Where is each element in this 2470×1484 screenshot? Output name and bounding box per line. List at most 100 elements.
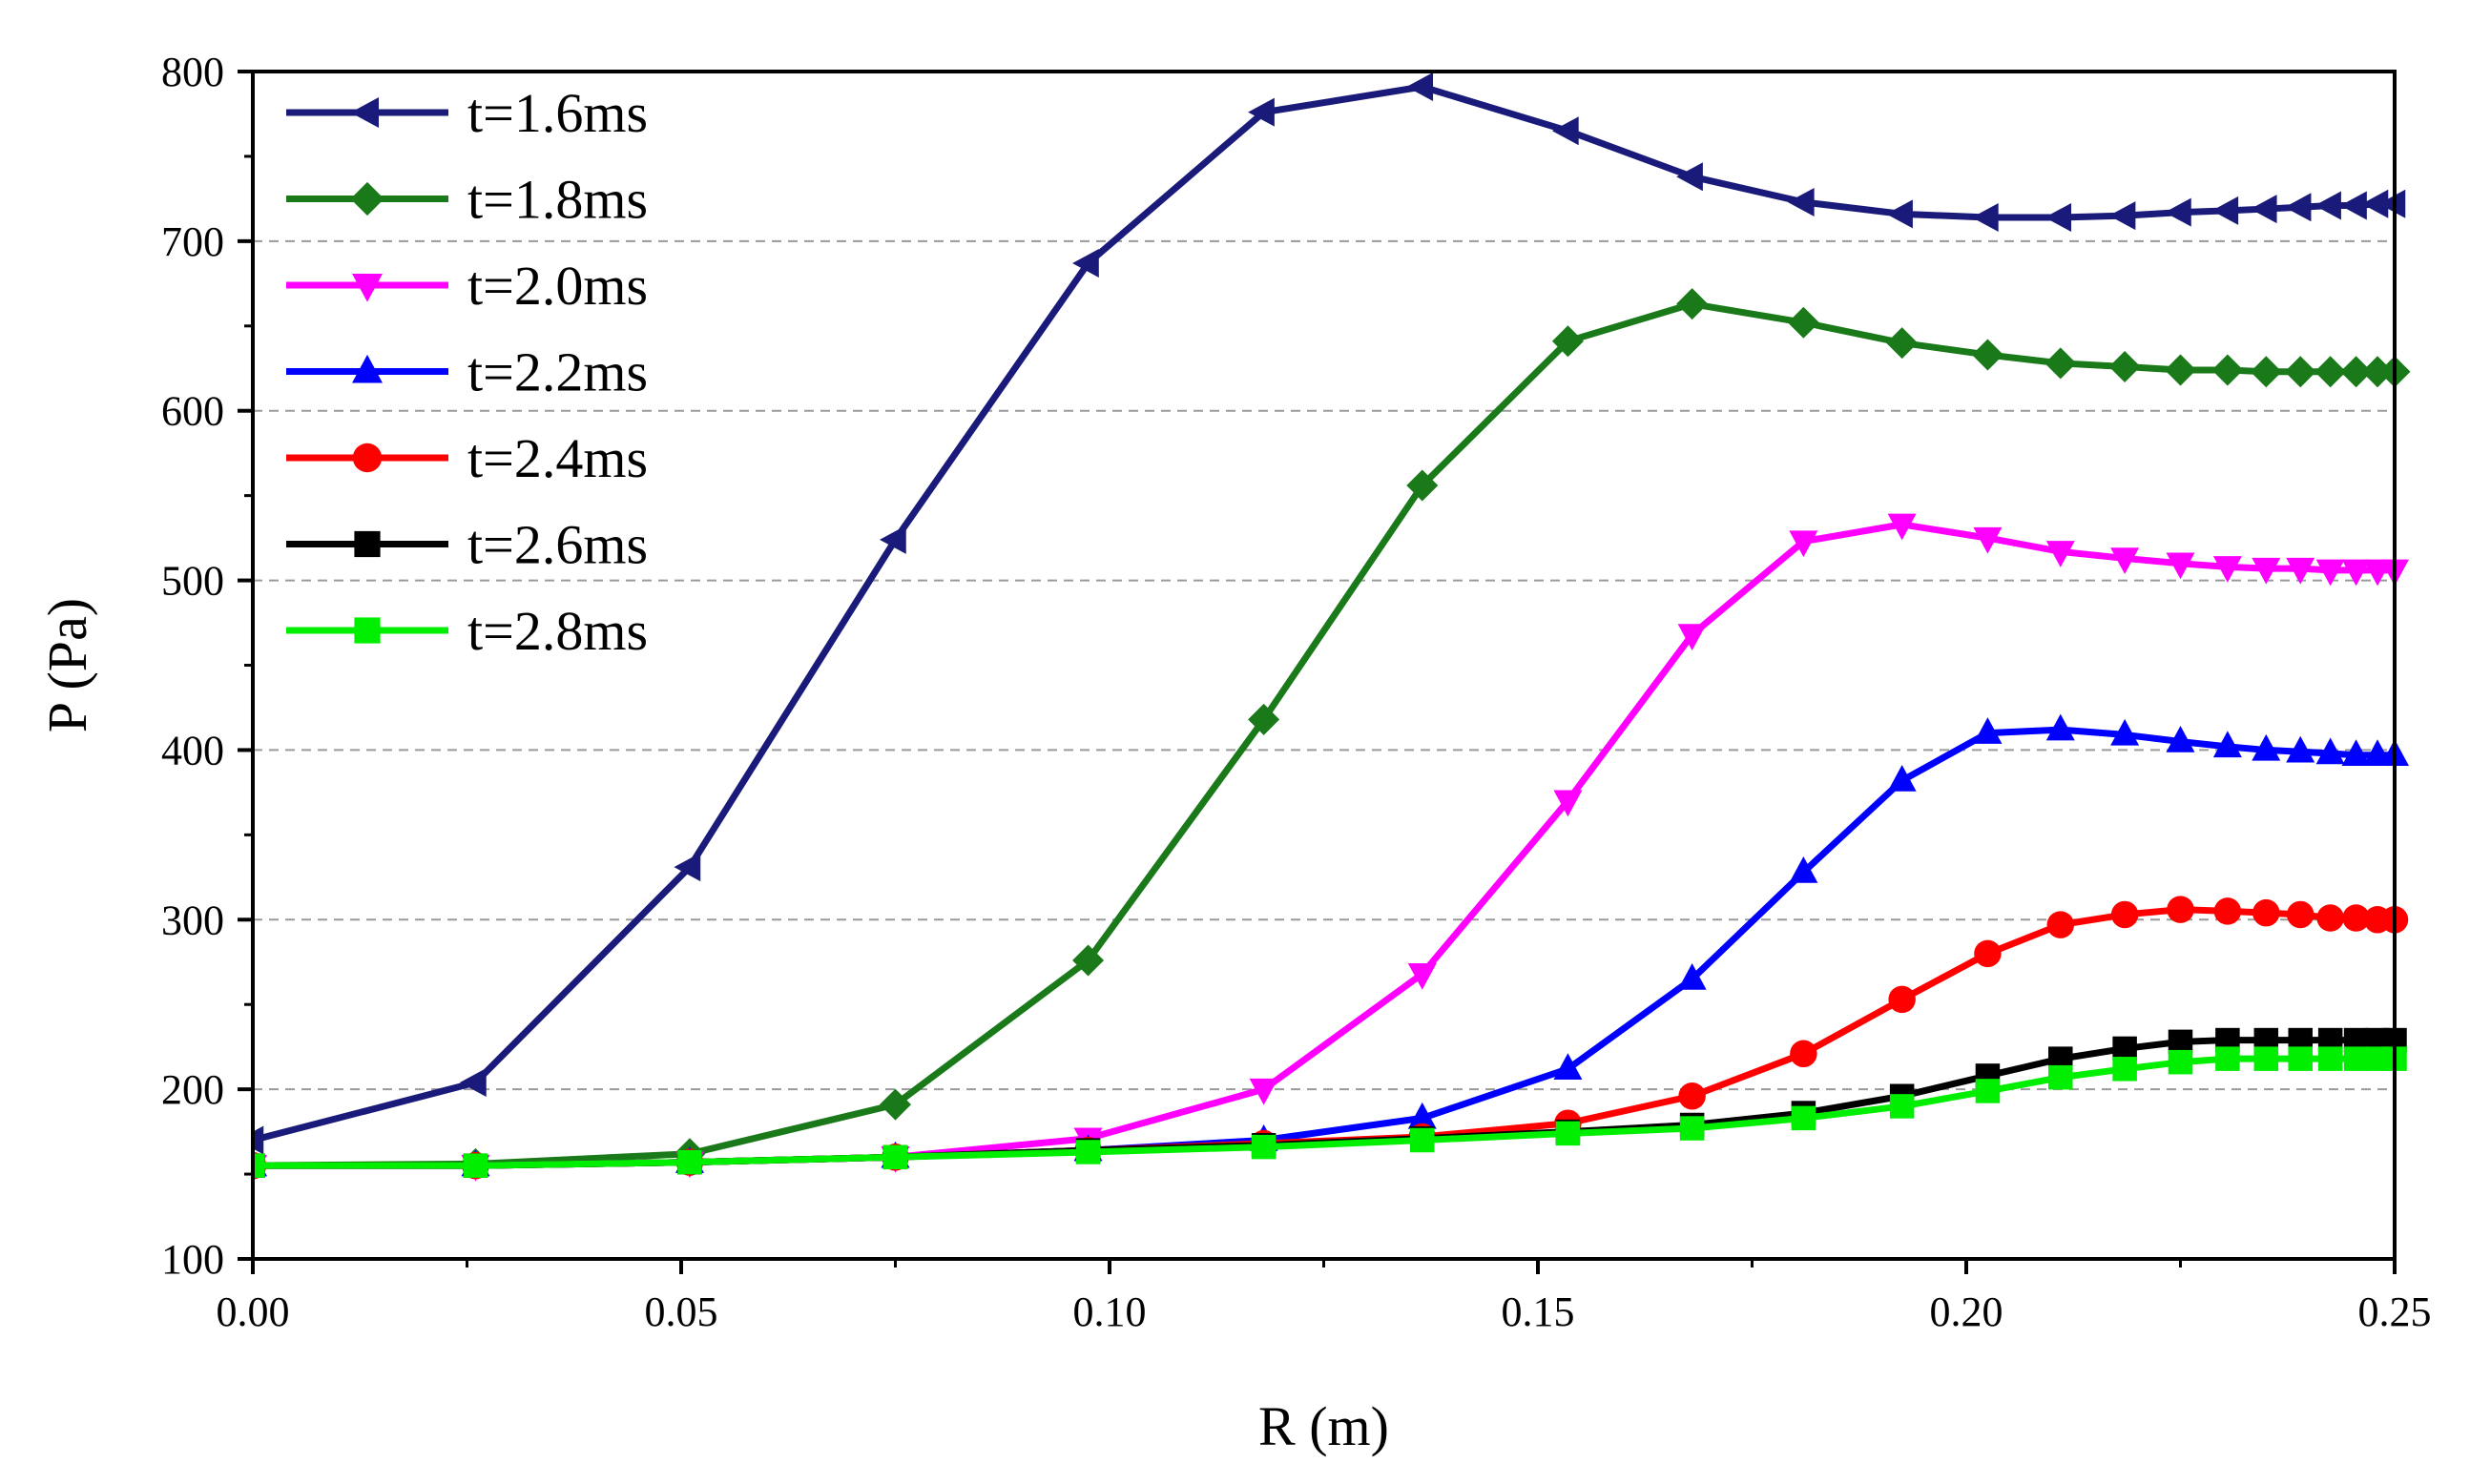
legend-item: t=1.8ms	[286, 169, 648, 231]
data-point	[2314, 191, 2341, 220]
data-point	[1791, 1105, 1816, 1131]
legend-marker	[354, 530, 381, 558]
data-point	[2212, 556, 2242, 583]
data-point	[1551, 325, 1584, 358]
data-point	[2340, 356, 2373, 388]
data-point	[2252, 898, 2280, 927]
data-point	[1249, 1078, 1278, 1105]
data-point	[1677, 963, 1707, 990]
data-point	[2361, 189, 2389, 218]
series-t=2.4ms	[253, 896, 2409, 1180]
legend-label: t=1.8ms	[467, 169, 648, 231]
legend-marker	[354, 617, 381, 644]
legend-marker	[352, 443, 383, 473]
data-point	[2284, 193, 2312, 222]
x-tick-label: 0.15	[1502, 1288, 1575, 1335]
data-point	[2167, 896, 2194, 923]
data-point	[1407, 1102, 1437, 1129]
data-point	[2250, 356, 2282, 388]
data-point	[1248, 703, 1280, 735]
legend-label: t=2.8ms	[467, 600, 648, 662]
data-point	[2044, 347, 2077, 380]
data-point	[2284, 356, 2316, 388]
data-point	[1886, 199, 1913, 229]
data-point	[2250, 195, 2277, 224]
data-point	[2108, 201, 2136, 231]
data-point	[2340, 191, 2367, 220]
data-point	[2316, 904, 2344, 932]
data-point	[2166, 726, 2195, 752]
grid-layer	[253, 239, 2395, 1091]
data-point	[1072, 248, 1099, 278]
data-point	[1555, 1121, 1581, 1146]
data-point	[1075, 1140, 1101, 1165]
data-point	[1790, 1040, 1817, 1068]
data-point	[253, 1125, 264, 1155]
data-point	[1406, 72, 1434, 102]
series-t=2.6ms	[253, 1027, 2407, 1178]
data-point	[2341, 559, 2371, 587]
legend-label: t=2.2ms	[467, 341, 648, 403]
data-point	[882, 1144, 908, 1170]
data-point	[677, 1149, 702, 1175]
series-line	[253, 521, 2395, 1169]
data-point	[2252, 733, 2281, 761]
data-point	[2045, 713, 2075, 741]
data-point	[1553, 1053, 1583, 1081]
series-layer	[253, 72, 2411, 1182]
data-point	[2215, 1046, 2240, 1071]
data-point	[1973, 526, 2003, 554]
data-point	[1678, 1082, 1706, 1110]
data-point	[1407, 962, 1437, 990]
data-point	[2211, 354, 2244, 386]
legend-marker	[350, 97, 379, 128]
y-tick-label: 300	[161, 897, 224, 943]
data-point	[2252, 557, 2281, 585]
data-point	[1072, 944, 1105, 977]
y-tick-label: 800	[161, 49, 224, 95]
legend: t=1.6ms t=1.8ms t=2.0ms t=2.2ms t=2.4ms t=2.6…	[286, 82, 648, 662]
legend-item: t=2.8ms	[286, 600, 648, 662]
data-point	[1974, 939, 2002, 968]
x-tick-label: 0.20	[1930, 1288, 2003, 1335]
data-point	[253, 1153, 265, 1178]
data-point	[2343, 1046, 2369, 1071]
data-point	[1406, 469, 1439, 502]
data-point	[2165, 354, 2196, 386]
data-point	[2108, 350, 2141, 382]
data-point	[1789, 855, 1818, 883]
data-point	[1973, 717, 2003, 744]
data-point	[2361, 356, 2394, 388]
data-point	[1887, 513, 1917, 541]
data-point	[1787, 306, 1819, 339]
data-point	[2046, 911, 2075, 938]
legend-label: t=2.0ms	[467, 255, 648, 317]
tick-layer: 0.00 0.05 0.10 0.15 0.20 0.25 100 200 300 400 500 6…	[161, 49, 2432, 1335]
data-point	[1551, 116, 1579, 146]
y-tick-label: 200	[161, 1066, 224, 1113]
data-point	[2166, 552, 2195, 580]
data-point	[880, 525, 906, 554]
data-point	[880, 1088, 911, 1121]
legend-item: t=2.0ms	[286, 255, 648, 317]
data-point	[1679, 1116, 1705, 1141]
data-point	[1248, 97, 1275, 127]
legend-marker	[352, 354, 383, 383]
data-point	[2286, 557, 2315, 585]
legend-label: t=2.4ms	[467, 427, 648, 489]
legend-item: t=2.6ms	[286, 514, 648, 576]
legend-marker	[350, 181, 384, 216]
x-tick-label: 0.00	[217, 1288, 290, 1335]
data-point	[2212, 731, 2242, 758]
data-point	[1887, 764, 1917, 792]
data-point	[2317, 1046, 2343, 1071]
x-tick-label: 0.05	[645, 1288, 718, 1335]
x-tick-label: 0.25	[2358, 1288, 2432, 1335]
data-point	[2110, 900, 2139, 929]
data-point	[2112, 1057, 2137, 1082]
data-point	[1789, 530, 1818, 558]
series-t=2.2ms	[253, 713, 2409, 1177]
series-line	[253, 726, 2395, 1169]
y-tick-label: 400	[161, 727, 224, 773]
